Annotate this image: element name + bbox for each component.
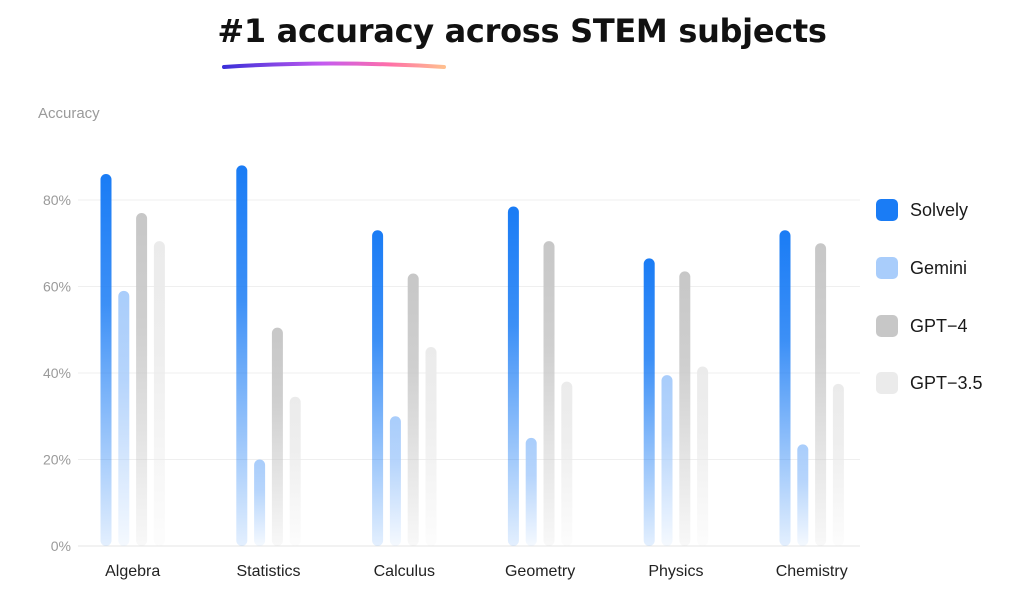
grid-lines	[78, 199, 860, 547]
x-category-label: Physics	[648, 563, 703, 580]
legend-label: GPT−3.5	[910, 372, 983, 393]
legend-item: GPT−4	[876, 314, 968, 338]
bar-physics-gemini	[661, 375, 673, 546]
bar-statistics-solvely	[236, 165, 248, 546]
x-category-label: Chemistry	[776, 563, 848, 580]
y-tick-label: 0%	[51, 538, 71, 554]
bar-algebra-gemini	[118, 290, 130, 546]
x-axis-categories: Algebra Statistics Calculus Geometry Physics…	[105, 563, 848, 580]
legend-item: GPT−3.5	[876, 371, 983, 395]
bar-geometry-gpt-4	[543, 241, 555, 546]
bars	[100, 165, 844, 547]
bar-chemistry-solvely	[779, 230, 791, 546]
legend-label: Solvely	[910, 199, 969, 220]
x-category-label: Statistics	[236, 563, 300, 580]
y-axis-ticks: 0% 20% 40% 60% 80%	[43, 192, 71, 554]
bar-calculus-solvely	[372, 230, 384, 546]
bar-physics-solvely	[643, 258, 655, 546]
bar-chemistry-gpt-3-5	[832, 383, 844, 546]
y-tick-label: 60%	[43, 279, 71, 295]
legend-swatch	[876, 315, 898, 337]
legend-item: Solvely	[876, 198, 968, 222]
legend-item: Gemini	[876, 256, 967, 280]
bar-chemistry-gemini	[797, 444, 809, 546]
bar-algebra-solvely	[100, 174, 112, 547]
chart-title: #1 accuracy across STEM subjects	[217, 12, 827, 50]
bar-geometry-solvely	[507, 206, 519, 547]
bar-geometry-gpt-3-5	[561, 381, 573, 546]
bar-physics-gpt-4	[679, 271, 691, 546]
title-underline-decoration	[222, 61, 446, 69]
bar-statistics-gemini	[254, 459, 266, 546]
bar-calculus-gpt-4	[407, 273, 419, 546]
legend-label: GPT−4	[910, 315, 968, 336]
x-category-label: Geometry	[505, 563, 575, 580]
y-tick-label: 20%	[43, 452, 71, 468]
y-tick-label: 80%	[43, 192, 71, 208]
legend-swatch	[876, 199, 898, 221]
y-tick-label: 40%	[43, 365, 71, 381]
bar-calculus-gemini	[389, 416, 401, 546]
x-category-label: Algebra	[105, 563, 160, 580]
legend-label: Gemini	[910, 257, 968, 278]
x-category-label: Calculus	[374, 563, 435, 580]
y-axis-label: Accuracy	[38, 105, 100, 122]
bar-statistics-gpt-4	[271, 327, 283, 546]
bar-geometry-gemini	[525, 437, 537, 546]
bar-statistics-gpt-3-5	[289, 396, 301, 546]
bar-chemistry-gpt-4	[815, 243, 827, 546]
bar-calculus-gpt-3-5	[425, 347, 437, 546]
bar-algebra-gpt-4	[136, 212, 148, 546]
legend-swatch	[876, 372, 898, 394]
legend-swatch	[876, 257, 898, 279]
bar-algebra-gpt-3-5	[153, 241, 165, 546]
bar-physics-gpt-3-5	[697, 366, 709, 546]
